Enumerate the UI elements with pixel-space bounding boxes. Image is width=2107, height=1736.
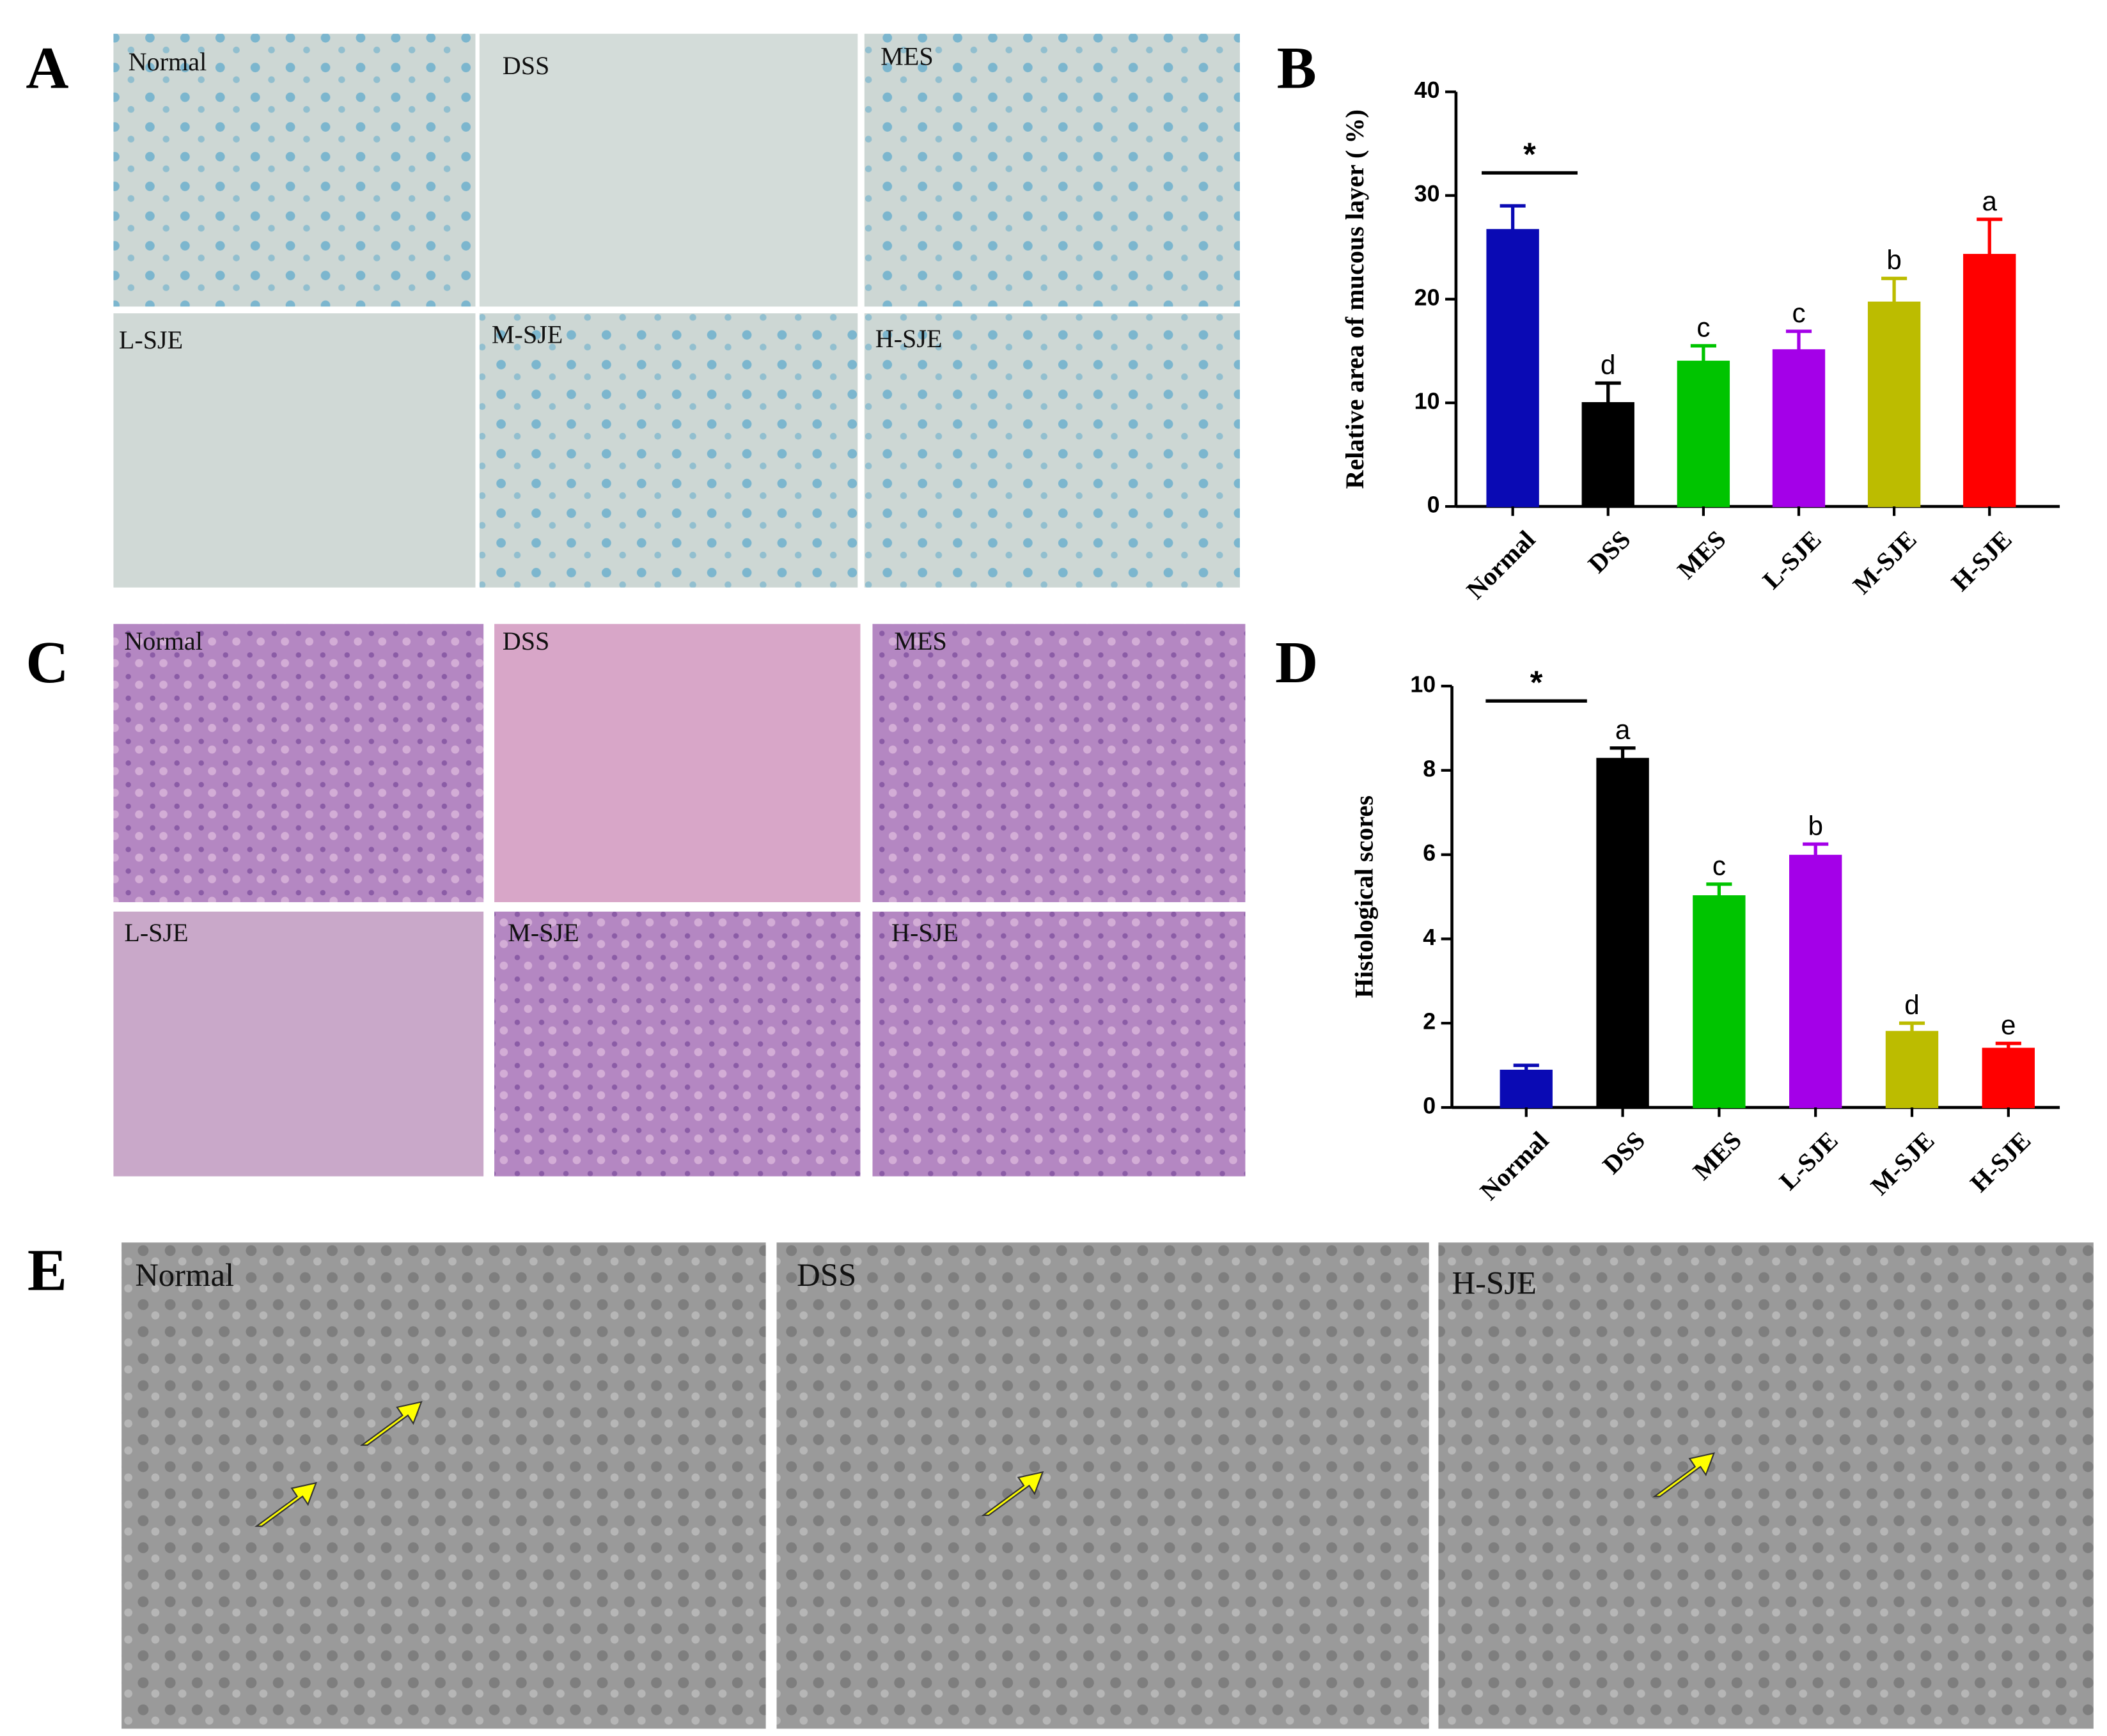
- y-tick-label: 20: [1414, 285, 1440, 310]
- x-tick-label: Normal: [1475, 1126, 1555, 1206]
- y-tick-label: 10: [1414, 388, 1440, 414]
- image-label: DSS: [503, 51, 550, 80]
- bar-label: a: [1615, 715, 1631, 745]
- significance-mark: *: [1523, 136, 1536, 172]
- x-tick-label: M-SJE: [1847, 525, 1922, 600]
- image-label: Normal: [124, 627, 203, 655]
- image-label: H-SJE: [1452, 1265, 1537, 1301]
- panel-letter: E: [27, 1237, 67, 1303]
- bar: [1596, 758, 1649, 1109]
- y-tick-label: 0: [1427, 492, 1440, 518]
- bar-label: a: [1982, 186, 1997, 216]
- image-label: MES: [881, 42, 934, 70]
- image-label: M-SJE: [492, 320, 563, 348]
- image-label: M-SJE: [508, 918, 579, 947]
- bar-label: c: [1696, 313, 1710, 343]
- y-tick-label: 40: [1414, 77, 1440, 103]
- significance-mark: *: [1530, 664, 1543, 700]
- bar: [1885, 1031, 1939, 1109]
- panel-c-images: [113, 623, 1246, 1177]
- y-tick-label: 8: [1423, 756, 1436, 781]
- x-tick-label: M-SJE: [1865, 1126, 1940, 1201]
- y-axis-label: Histological scores: [1350, 795, 1379, 998]
- bar: [1963, 254, 2016, 508]
- panel-letter: B: [1277, 36, 1317, 102]
- panel-a-images: [113, 33, 1240, 588]
- x-tick-label: H-SJE: [1964, 1126, 2036, 1198]
- image-label: Normal: [135, 1257, 234, 1293]
- y-tick-label: 4: [1423, 925, 1436, 950]
- x-tick-label: L-SJE: [1757, 525, 1827, 595]
- panel-letter: D: [1275, 630, 1318, 696]
- bar-label: b: [1808, 811, 1823, 841]
- bar-label: b: [1886, 245, 1902, 275]
- x-tick-label: DSS: [1597, 1126, 1650, 1180]
- y-tick-label: 30: [1414, 181, 1440, 207]
- image-label: H-SJE: [891, 918, 959, 947]
- image-label: H-SJE: [875, 324, 943, 353]
- bar: [1982, 1047, 2035, 1109]
- image-label: MES: [894, 627, 947, 655]
- bar-label: d: [1601, 350, 1616, 380]
- image-label: L-SJE: [124, 918, 188, 947]
- bar: [1867, 301, 1921, 508]
- bar: [1581, 402, 1634, 508]
- x-tick-label: H-SJE: [1946, 525, 2017, 597]
- bar-label: c: [1712, 851, 1726, 881]
- x-tick-label: DSS: [1583, 525, 1636, 579]
- x-tick-label: MES: [1672, 525, 1731, 584]
- bar: [1500, 1069, 1553, 1109]
- bar: [1486, 229, 1539, 508]
- bar: [1772, 349, 1826, 508]
- image-label: DSS: [797, 1257, 856, 1293]
- x-tick-label: MES: [1688, 1126, 1747, 1185]
- bar: [1693, 895, 1746, 1109]
- y-axis-label: Relative area of mucous layer ( %): [1340, 109, 1369, 489]
- bar-label: d: [1904, 990, 1920, 1020]
- y-tick-label: 2: [1423, 1009, 1436, 1035]
- bar: [1677, 361, 1730, 508]
- bar-label: e: [2001, 1010, 2016, 1040]
- image-label: L-SJE: [119, 325, 183, 354]
- image-label: Normal: [129, 47, 207, 76]
- panel-e-images: [121, 1242, 2094, 1729]
- panel-letter: A: [26, 36, 68, 102]
- bar: [1789, 854, 1842, 1109]
- y-tick-label: 6: [1423, 840, 1436, 866]
- y-tick-label: 0: [1423, 1093, 1436, 1118]
- image-label: DSS: [503, 627, 550, 655]
- bar-label: c: [1792, 298, 1805, 328]
- x-tick-label: L-SJE: [1774, 1126, 1844, 1196]
- panel-letter: C: [26, 630, 68, 696]
- y-tick-label: 10: [1410, 671, 1436, 697]
- x-tick-label: Normal: [1461, 525, 1540, 605]
